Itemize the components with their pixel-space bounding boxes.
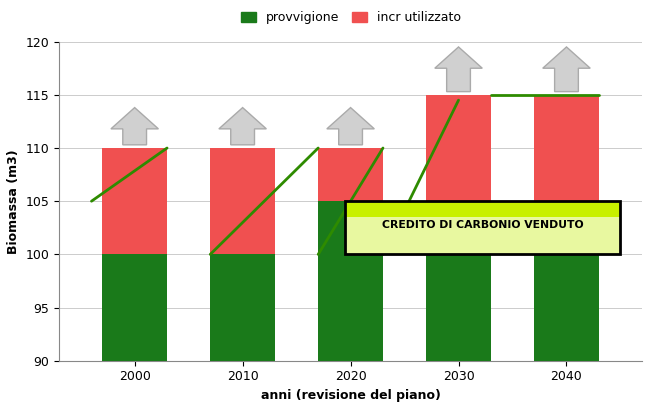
Bar xyxy=(426,254,491,361)
Polygon shape xyxy=(219,108,266,145)
Bar xyxy=(210,254,275,361)
Bar xyxy=(534,254,599,361)
Bar xyxy=(318,148,383,201)
Polygon shape xyxy=(111,108,158,145)
Bar xyxy=(318,201,383,361)
Bar xyxy=(103,148,167,254)
Polygon shape xyxy=(435,47,482,92)
Bar xyxy=(426,95,491,254)
Legend: provvigione, incr utilizzato: provvigione, incr utilizzato xyxy=(236,7,465,29)
Bar xyxy=(534,95,599,254)
FancyBboxPatch shape xyxy=(345,201,620,217)
Bar xyxy=(103,254,167,361)
Bar xyxy=(210,148,275,254)
Y-axis label: Biomassa (m3): Biomassa (m3) xyxy=(7,149,20,254)
Polygon shape xyxy=(543,47,590,92)
FancyBboxPatch shape xyxy=(345,201,620,254)
Text: CREDITO DI CARBONIO VENDUTO: CREDITO DI CARBONIO VENDUTO xyxy=(382,220,583,229)
X-axis label: anni (revisione del piano): anni (revisione del piano) xyxy=(261,389,441,402)
Polygon shape xyxy=(327,108,374,145)
